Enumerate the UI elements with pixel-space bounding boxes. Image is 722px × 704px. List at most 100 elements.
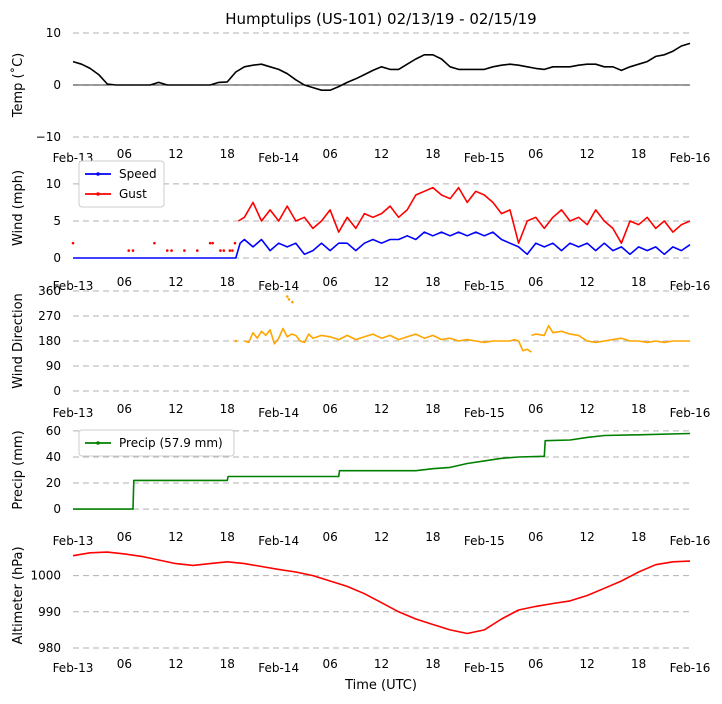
chart-title: Humptulips (US-101) 02/13/19 - 02/15/19	[225, 10, 536, 28]
precip-x-tick-label: 18	[220, 530, 235, 544]
direction-series-direction-sparse-point	[291, 300, 294, 304]
temp-x-tick-label: 18	[425, 147, 440, 161]
precip-x-tick-label: 12	[168, 530, 183, 544]
direction-y-tick-label: 360	[38, 284, 61, 298]
wind-legend-label: Speed	[119, 167, 157, 181]
wind-series-gust-early-point	[211, 241, 214, 245]
direction-x-tick-label: 12	[580, 402, 595, 416]
wind-x-tick-label: 06	[322, 275, 337, 289]
wind-legend	[78, 160, 165, 208]
direction-x-tick-label: 12	[374, 402, 389, 416]
direction-series-direction-sparse-point	[234, 339, 238, 343]
wind-panel: 10 5 0 Wind (mph) Feb-13 06 12 18 Feb-14 06 12 18 Fe…	[11, 160, 711, 293]
direction-x-tick-label: Feb-16	[670, 406, 711, 420]
temp-x-tick-label: 12	[580, 147, 595, 161]
direction-y-tick-label: 270	[38, 309, 61, 323]
altimeter-x-tick-label: 12	[374, 657, 389, 671]
temp-x-tick-label: Feb-14	[258, 151, 299, 165]
wind-legend-label: Gust	[119, 187, 147, 201]
wind-series-gust-early-point	[170, 249, 173, 252]
altimeter-y-tick-label: 1000	[30, 569, 61, 583]
temp-x-tick-label: Feb-15	[464, 151, 505, 165]
precip-x-tick-label: 06	[322, 530, 337, 544]
direction-x-tick-label: Feb-13	[53, 406, 94, 420]
precip-x-tick-label: Feb-13	[53, 534, 94, 548]
wind-y-axis-label: Wind (mph)	[11, 170, 26, 246]
altimeter-x-tick-label: 12	[168, 657, 183, 671]
altimeter-y-tick-label: 990	[38, 605, 61, 619]
precip-series-precip-57-9-mm-line	[73, 432, 691, 510]
wind-x-tick-label: 18	[631, 275, 646, 289]
wind-x-tick-label: Feb-16	[670, 279, 711, 293]
precip-y-tick-label: 0	[53, 502, 61, 516]
x-axis-label: Time (UTC)	[344, 678, 417, 693]
temp-x-tick-label: 06	[322, 147, 337, 161]
precip-y-tick-label: 40	[46, 450, 61, 464]
altimeter-x-tick-label: 18	[425, 657, 440, 671]
temp-x-tick-label: 12	[374, 147, 389, 161]
precip-x-tick-label: 18	[425, 530, 440, 544]
altimeter-y-tick-label: 980	[38, 641, 61, 655]
temp-series-temp-line	[72, 42, 691, 91]
direction-x-tick-label: 18	[631, 402, 646, 416]
altimeter-x-tick-label: Feb-13	[53, 661, 94, 675]
precip-x-tick-label: Feb-16	[670, 534, 711, 548]
precip-legend-label: Precip (57.9 mm)	[119, 436, 223, 450]
wind-x-tick-label: 12	[168, 275, 183, 289]
wind-series-gust-line	[237, 186, 691, 244]
altimeter-x-tick-label: 18	[631, 657, 646, 671]
precip-legend	[78, 429, 235, 457]
precip-y-tick-label: 60	[46, 424, 61, 438]
direction-series-direction-late-line	[531, 324, 690, 344]
direction-x-tick-label: 06	[528, 402, 543, 416]
wind-legend-marker	[96, 172, 100, 176]
temp-x-tick-label: 06	[117, 147, 132, 161]
direction-x-tick-label: 06	[322, 402, 337, 416]
altimeter-x-tick-label: Feb-16	[670, 661, 711, 675]
wind-series-gust-early-point	[127, 249, 131, 252]
altimeter-x-tick-label: Feb-14	[258, 661, 299, 675]
temp-y-tick-label: 0	[53, 78, 61, 92]
direction-series-direction-sparse-point	[285, 295, 289, 298]
direction-series-direction-line	[244, 327, 532, 353]
direction-x-tick-label: 06	[117, 402, 132, 416]
altimeter-y-axis-label: Altimeter (hPa)	[11, 546, 26, 644]
temp-y-tick-label: 10	[46, 26, 61, 40]
temp-x-tick-label: 18	[220, 147, 235, 161]
wind-series-speed-line	[73, 231, 691, 259]
wind-y-tick-label: 0	[53, 251, 61, 265]
direction-y-axis-label: Wind Direction	[11, 293, 26, 389]
precip-y-axis-label: Precip (mm)	[11, 430, 26, 509]
precip-x-tick-label: 12	[580, 530, 595, 544]
wind-x-tick-label: 18	[220, 275, 235, 289]
direction-x-tick-label: 12	[168, 402, 183, 416]
precip-x-tick-label: Feb-15	[464, 534, 505, 548]
temp-x-tick-label: 12	[168, 147, 183, 161]
precip-x-tick-label: 12	[374, 530, 389, 544]
altimeter-x-tick-label: 06	[528, 657, 543, 671]
wind-series-gust-early-point	[222, 249, 226, 252]
wind-series-gust-early-point	[153, 241, 156, 245]
wind-series-gust-early-point	[208, 241, 212, 245]
temp-y-axis-label: Temp (˚C)	[10, 53, 26, 119]
wind-x-tick-label: 06	[528, 275, 543, 289]
direction-x-tick-label: Feb-14	[258, 406, 299, 420]
direction-x-tick-label: 18	[425, 402, 440, 416]
wind-series-gust-early-point	[233, 241, 237, 245]
wind-y-tick-label: 10	[46, 177, 61, 191]
direction-x-tick-label: Feb-15	[464, 406, 505, 420]
temp-x-tick-label: 18	[631, 147, 646, 161]
direction-y-tick-label: 0	[53, 384, 61, 398]
altimeter-x-tick-label: 18	[220, 657, 235, 671]
wind-series-gust-early-point	[195, 249, 199, 252]
altimeter-x-tick-label: Feb-15	[464, 661, 505, 675]
wind-series-gust-early-point	[183, 249, 186, 252]
wind-x-tick-label: 12	[374, 275, 389, 289]
precip-x-tick-label: Feb-14	[258, 534, 299, 548]
temp-x-tick-label: Feb-16	[670, 151, 711, 165]
altimeter-x-tick-label: 06	[322, 657, 337, 671]
precip-panel: 60 40 20 0 Precip (mm) Feb-13 06 12 18 Feb-14 06 12…	[11, 424, 710, 548]
wind-x-tick-label: Feb-15	[464, 279, 505, 293]
